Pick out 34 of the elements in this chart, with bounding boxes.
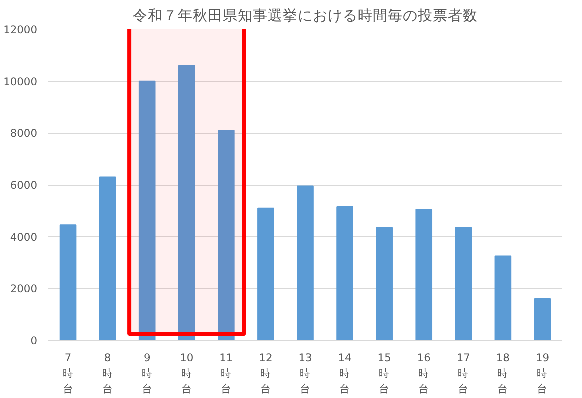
x-tick-label: 16時台	[417, 352, 432, 396]
bar	[297, 186, 314, 340]
x-tick-label: 12時台	[259, 352, 273, 396]
bar	[99, 176, 116, 340]
bar	[455, 227, 472, 340]
bar	[336, 206, 354, 340]
x-tick-label: 8時台	[102, 352, 114, 396]
x-tick-label: 14時台	[338, 352, 352, 396]
y-tick-label: 12000	[4, 24, 38, 36]
bar	[494, 256, 512, 340]
y-tick-label: 10000	[4, 75, 38, 88]
x-tick-label: 13時台	[298, 352, 312, 396]
bar	[218, 130, 235, 340]
bar	[534, 298, 552, 340]
y-tick-label: 4000	[10, 230, 38, 244]
x-tick-label: 7時台	[62, 352, 74, 396]
bar	[416, 209, 433, 340]
bar	[376, 227, 393, 340]
x-tick-label: 10時台	[180, 352, 194, 396]
y-tick-label: 6000	[10, 179, 38, 192]
y-tick-label: 8000	[10, 127, 38, 140]
x-tick-label: 19時台	[536, 352, 550, 396]
x-tick-label: 17時台	[456, 352, 470, 396]
x-tick-label: 18時台	[496, 352, 510, 396]
bar	[178, 65, 196, 340]
bar	[258, 208, 274, 340]
chart-title: 令和７年秋田県知事選挙における時間毎の投票者数	[133, 8, 478, 24]
bar	[138, 80, 156, 340]
x-tick-label: 15時台	[378, 352, 392, 396]
x-tick-label: 11時台	[220, 352, 234, 396]
y-tick-label: 2000	[10, 282, 38, 296]
y-tick-label: 0	[30, 334, 38, 348]
bar	[60, 224, 77, 340]
x-tick-label: 9時台	[142, 352, 153, 396]
